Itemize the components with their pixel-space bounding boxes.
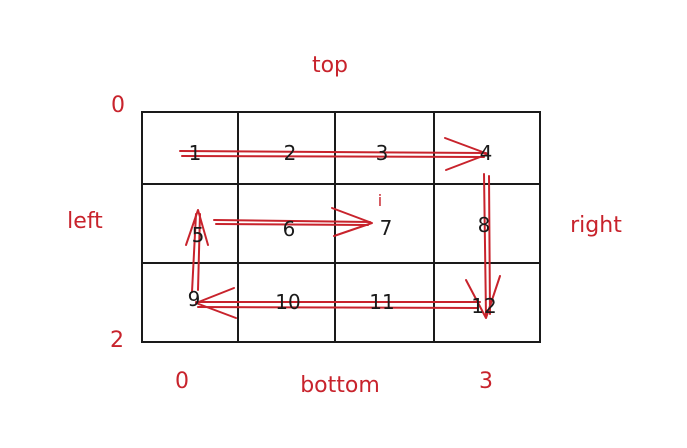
cell-value: 2 bbox=[284, 141, 297, 165]
right-label: right bbox=[570, 213, 622, 238]
arrowhead-middle-row bbox=[331, 207, 373, 237]
cell-values: 1 2 3 4 5 6 7 8 9 10 11 12 bbox=[188, 141, 497, 318]
cell-value: 6 bbox=[283, 217, 296, 241]
arrow-bottom-row-shadow bbox=[197, 306, 479, 309]
col-start-index: 0 bbox=[175, 369, 189, 394]
cell-value: 10 bbox=[275, 290, 300, 314]
arrow-middle-row bbox=[213, 219, 371, 223]
cell-value: 1 bbox=[189, 141, 202, 165]
cell-value: 4 bbox=[480, 141, 493, 165]
spiral-traversal-path bbox=[179, 137, 501, 319]
col-end-index: 3 bbox=[479, 369, 493, 394]
arrow-right-column bbox=[483, 173, 487, 317]
cell-value: 3 bbox=[376, 141, 389, 165]
top-label: top bbox=[312, 53, 348, 78]
row-end-index: 2 bbox=[110, 328, 124, 353]
arrowhead-right-column bbox=[465, 275, 501, 319]
arrow-top-row-shadow bbox=[181, 155, 485, 158]
arrow-middle-row-shadow bbox=[215, 223, 369, 226]
grid-border bbox=[141, 111, 541, 343]
row-start-index: 0 bbox=[111, 93, 125, 118]
cell-value: 12 bbox=[471, 294, 496, 318]
arrowhead-top-row bbox=[444, 137, 489, 171]
cell-value: 8 bbox=[478, 213, 491, 237]
arrow-left-column-shadow bbox=[197, 213, 201, 291]
arrow-right-column-shadow bbox=[488, 175, 491, 315]
cell-value: 5 bbox=[192, 223, 205, 247]
cell-value: 7 bbox=[380, 216, 393, 240]
arrow-left-column bbox=[191, 213, 197, 293]
arrowhead-bottom-row bbox=[195, 287, 237, 319]
cell-value: 9 bbox=[188, 287, 201, 311]
bottom-label: bottom bbox=[300, 373, 380, 398]
arrowhead-left-column bbox=[185, 209, 209, 246]
arrow-top-row bbox=[179, 150, 487, 154]
left-label: left bbox=[67, 209, 103, 234]
matrix-grid bbox=[141, 111, 541, 343]
pointer-i-label: i bbox=[378, 191, 382, 210]
cell-value: 11 bbox=[369, 290, 394, 314]
